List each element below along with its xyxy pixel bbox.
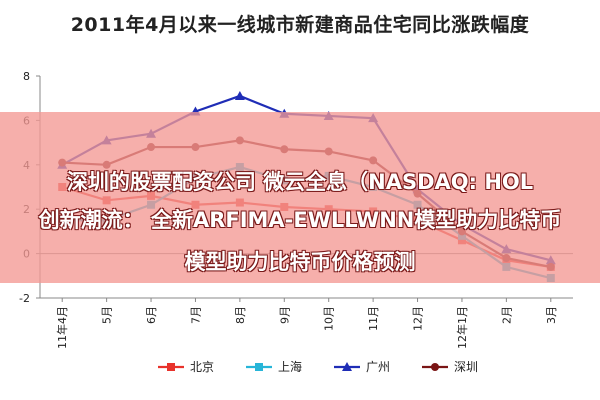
ad-overlay-banner[interactable] — [0, 112, 600, 283]
x-tick-label: 9月 — [278, 306, 291, 324]
legend-label: 深圳 — [454, 360, 478, 374]
legend: 北京 上海 广州 深圳 — [158, 359, 478, 374]
x-axis-ticks: 11年4月 5月 6月 7月 8月 9月 10月 11月 12月 12年1月 2月 3月 — [55, 298, 558, 349]
x-tick-label: 12年1月 — [455, 306, 469, 349]
legend-item: 深圳 — [422, 360, 478, 374]
overlay-headline-line2[interactable]: 创新潮流： 全新ARFIMA-EWLLWNN模型助力比特币 — [38, 208, 562, 232]
data-point-marker — [167, 363, 175, 371]
x-tick-label: 2月 — [500, 306, 513, 324]
data-point-marker — [342, 362, 352, 371]
x-tick-label: 10月 — [323, 306, 336, 331]
overlay-headline-line1[interactable]: 深圳的股票配资公司 微云全息（NASDAQ: HOL — [66, 170, 534, 194]
y-tick-label: -2 — [19, 292, 30, 305]
x-tick-label: 3月 — [545, 306, 558, 324]
x-tick-label: 5月 — [101, 306, 114, 324]
x-tick-label: 12月 — [412, 306, 425, 331]
data-point-marker — [255, 363, 263, 371]
x-tick-label: 6月 — [145, 306, 158, 324]
legend-label: 上海 — [278, 359, 302, 374]
x-tick-label: 11年4月 — [55, 306, 69, 349]
legend-label: 北京 — [190, 360, 214, 374]
x-tick-label: 11月 — [367, 306, 380, 331]
y-tick-label: 8 — [23, 70, 30, 83]
legend-label: 广州 — [366, 360, 390, 374]
overlay-headline-line3[interactable]: 模型助力比特币价格预测 — [184, 250, 416, 274]
data-point-marker — [234, 90, 245, 100]
chart-title: 2011年4月以来一线城市新建商品住宅同比涨跌幅度 — [70, 14, 530, 36]
x-tick-label: 8月 — [234, 306, 247, 324]
x-tick-label: 7月 — [189, 306, 202, 324]
legend-item: 上海 — [246, 359, 302, 374]
legend-item: 广州 — [334, 360, 390, 374]
legend-item: 北京 — [158, 360, 214, 374]
data-point-marker — [431, 363, 439, 371]
